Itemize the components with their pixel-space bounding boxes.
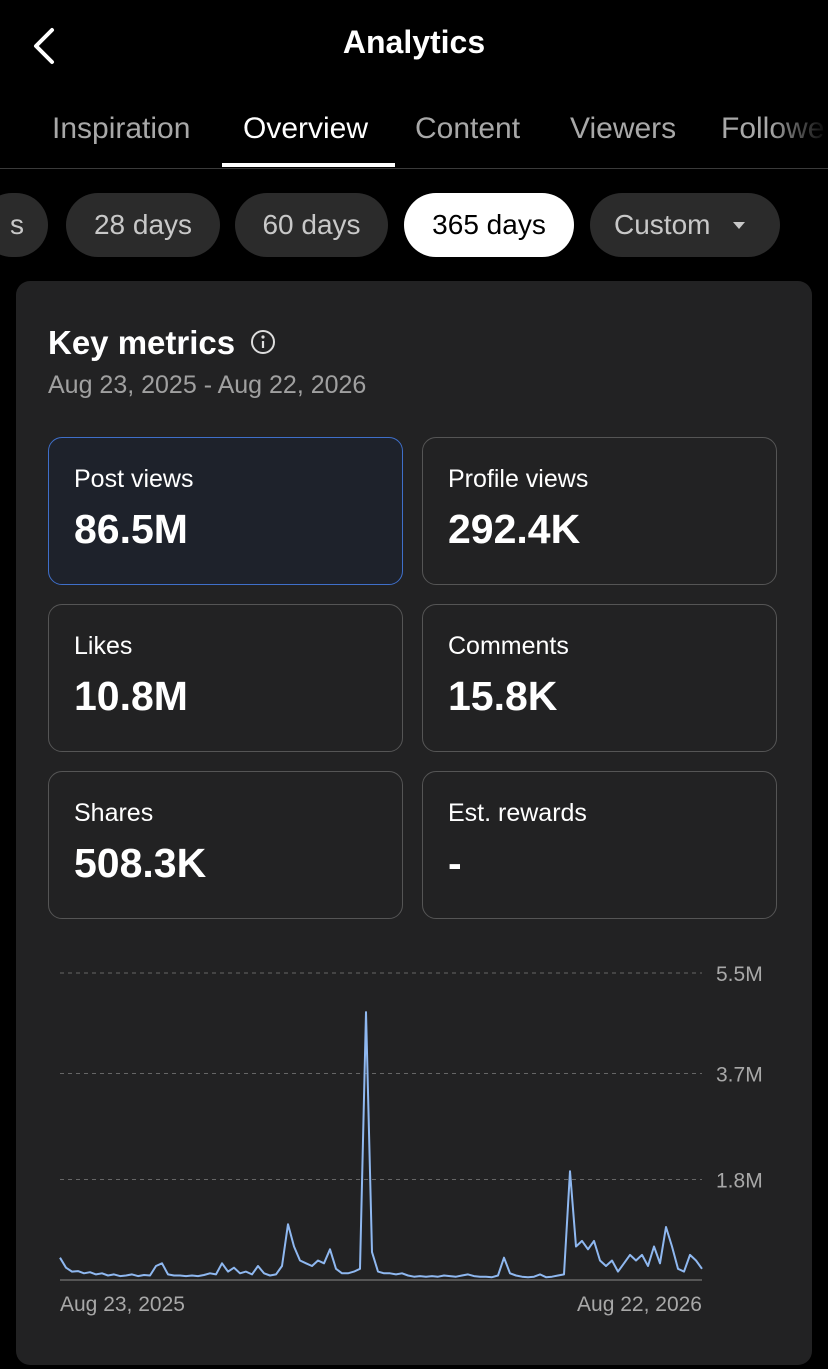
metric-box[interactable]: Likes 10.8M <box>48 604 403 752</box>
metric-label: Profile views <box>448 465 589 493</box>
metric-value: 292.4K <box>448 506 581 552</box>
back-button[interactable] <box>30 26 60 71</box>
x-tick-label: Aug 23, 2025 <box>60 1293 185 1316</box>
range-pill[interactable]: 60 days <box>235 193 388 257</box>
metric-value: - <box>448 840 462 886</box>
y-tick-label: 5.5M <box>716 963 763 986</box>
tab[interactable]: Inspiration <box>52 112 191 145</box>
y-tick-label: 3.7M <box>716 1063 763 1086</box>
metric-value: 508.3K <box>74 840 207 886</box>
card-title: Key metrics <box>48 324 278 362</box>
metric-value: 10.8M <box>74 673 188 719</box>
tab[interactable]: Viewers <box>570 112 677 145</box>
metric-label: Post views <box>74 465 194 493</box>
range-pill[interactable]: 365 days <box>404 193 574 257</box>
metric-label: Comments <box>448 632 569 660</box>
dropdown-icon <box>733 222 745 229</box>
metric-box[interactable]: Shares 508.3K <box>48 771 403 919</box>
x-tick-label: Aug 22, 2026 <box>577 1293 702 1316</box>
info-icon[interactable] <box>250 329 278 357</box>
metric-label: Likes <box>74 632 133 660</box>
tab[interactable]: Overview <box>243 112 369 145</box>
tab-underline <box>222 163 395 167</box>
metric-box[interactable]: Comments 15.8K <box>422 604 777 752</box>
metric-box[interactable]: Est. rewards - <box>422 771 777 919</box>
metric-label: Est. rewards <box>448 799 587 827</box>
metric-box[interactable]: Profile views 292.4K <box>422 437 777 585</box>
y-tick-label: 1.8M <box>716 1170 763 1193</box>
range-pill[interactable]: s <box>0 193 48 257</box>
card-title-text: Key metrics <box>48 324 236 361</box>
metric-box[interactable]: Post views 86.5M <box>48 437 403 585</box>
pill-label: Custom <box>614 209 711 240</box>
tab-fade <box>770 88 828 168</box>
metric-value: 86.5M <box>74 506 188 552</box>
metric-label: Shares <box>74 799 154 827</box>
date-range: Aug 23, 2025 - Aug 22, 2026 <box>48 371 367 399</box>
chart: 1.8M 3.7M 5.5M Aug 23, 2025 Aug 22, 2026 <box>59 963 763 1316</box>
range-pill[interactable]: 28 days <box>66 193 220 257</box>
back-icon <box>34 28 54 64</box>
page-title: Analytics <box>342 24 486 60</box>
tab[interactable]: Content <box>415 112 521 145</box>
metric-value: 15.8K <box>448 673 558 719</box>
tab-bar: Inspiration Overview Content Viewers Fol… <box>0 100 828 169</box>
range-pill[interactable]: Custom <box>590 193 780 257</box>
data-line <box>59 1011 703 1279</box>
